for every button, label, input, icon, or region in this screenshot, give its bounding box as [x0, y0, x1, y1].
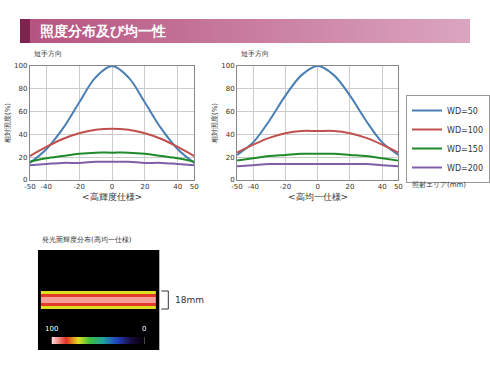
svg-text:40: 40	[19, 131, 28, 139]
svg-text:20: 20	[140, 183, 149, 191]
svg-text:40: 40	[378, 183, 387, 191]
html-text:照度分布及び均一性: 照度分布及び均一性	[40, 23, 166, 39]
svg-text:60: 60	[19, 108, 28, 116]
svg-text:0: 0	[23, 176, 27, 184]
svg-text:40: 40	[173, 183, 182, 191]
svg-text:WD=100: WD=100	[447, 126, 483, 135]
svg-text:0: 0	[142, 325, 146, 333]
svg-text:80: 80	[226, 85, 235, 93]
svg-text:60: 60	[226, 108, 235, 116]
svg-text:発光面輝度分布(高均一仕様): 発光面輝度分布(高均一仕様)	[42, 236, 132, 244]
svg-text:80: 80	[19, 85, 28, 93]
svg-text:-20: -20	[280, 183, 291, 191]
svg-text:-50: -50	[24, 183, 35, 191]
svg-text:18mm: 18mm	[175, 295, 204, 305]
svg-text:50: 50	[190, 183, 199, 191]
svg-text:相対照度(%): 相対照度(%)	[4, 103, 12, 143]
svg-text:0: 0	[315, 183, 319, 191]
svg-text:WD=150: WD=150	[447, 145, 483, 154]
svg-text:0: 0	[230, 176, 234, 184]
svg-text:50: 50	[394, 183, 403, 191]
svg-text:<高均一仕様>: <高均一仕様>	[288, 192, 348, 202]
svg-text:100: 100	[14, 62, 27, 70]
svg-text:-40: -40	[247, 183, 258, 191]
svg-text:40: 40	[226, 131, 235, 139]
svg-text:相対照度(%): 相対照度(%)	[211, 103, 219, 143]
svg-text:20: 20	[226, 154, 235, 162]
svg-text:短手方向: 短手方向	[34, 50, 62, 58]
svg-text:-40: -40	[41, 183, 52, 191]
svg-text:-20: -20	[73, 183, 84, 191]
svg-text:WD=50: WD=50	[447, 107, 478, 116]
svg-text:-50: -50	[231, 183, 242, 191]
svg-text:WD=200: WD=200	[447, 164, 483, 173]
svg-text:100: 100	[45, 325, 58, 333]
svg-text:<高輝度仕様>: <高輝度仕様>	[82, 192, 142, 202]
svg-text:短手方向: 短手方向	[241, 50, 269, 58]
svg-text:0: 0	[110, 183, 114, 191]
svg-text:100: 100	[221, 62, 234, 70]
svg-text:20: 20	[346, 183, 355, 191]
svg-text:20: 20	[19, 154, 28, 162]
svg-text:照射エリア(mm): 照射エリア(mm)	[412, 181, 466, 189]
